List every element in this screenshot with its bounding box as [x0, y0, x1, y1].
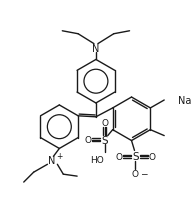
- Text: N: N: [92, 43, 100, 53]
- Text: O: O: [149, 152, 156, 161]
- Text: O: O: [132, 169, 139, 178]
- Text: O: O: [84, 135, 91, 144]
- Text: +: +: [56, 151, 62, 160]
- Text: Na: Na: [178, 96, 191, 105]
- Text: O: O: [115, 152, 122, 161]
- Text: N: N: [48, 156, 55, 165]
- Text: S: S: [132, 152, 139, 162]
- Text: O: O: [101, 119, 108, 128]
- Text: HO: HO: [90, 155, 104, 164]
- Text: −: −: [140, 169, 148, 178]
- Text: S: S: [101, 135, 108, 145]
